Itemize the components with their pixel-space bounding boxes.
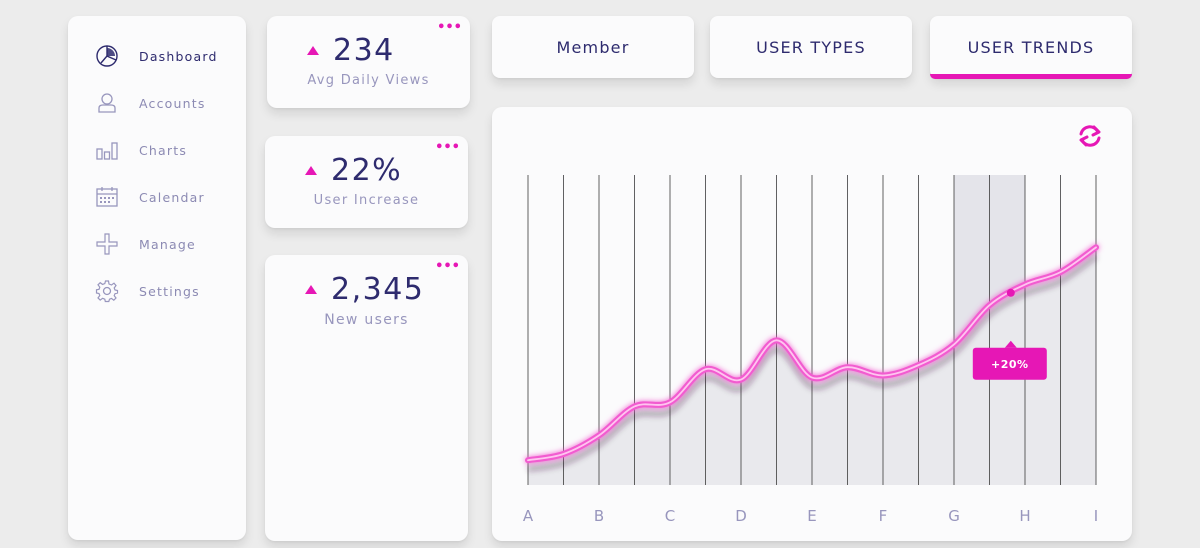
sidebar-item-manage[interactable]: Manage — [94, 230, 196, 258]
sidebar-item-charts[interactable]: Charts — [94, 136, 187, 164]
sidebar-item-calendar[interactable]: Calendar — [94, 183, 205, 211]
x-tick-label: B — [594, 507, 604, 525]
stat-value: 234 — [333, 33, 395, 68]
tab-user-types[interactable]: USER TYPES — [710, 16, 912, 78]
user-icon — [94, 90, 120, 116]
sidebar-item-accounts[interactable]: Accounts — [94, 89, 206, 117]
bar-chart-icon — [94, 137, 120, 163]
user-trends-chart-panel: +20% A B C D E F G H I — [492, 107, 1132, 541]
active-tab-indicator — [930, 74, 1132, 79]
sidebar: Dashboard Accounts Charts Calendar Manag… — [68, 16, 246, 540]
more-options-icon[interactable]: ••• — [437, 20, 462, 35]
pie-chart-icon — [94, 43, 120, 69]
annotation-point — [1006, 288, 1015, 297]
tab-member[interactable]: Member — [492, 16, 694, 78]
trend-up-icon — [305, 285, 317, 294]
stat-label: New users — [324, 312, 409, 328]
sidebar-item-dashboard[interactable]: Dashboard — [94, 42, 218, 70]
sidebar-item-label: Calendar — [139, 189, 205, 205]
tab-label: Member — [556, 37, 630, 57]
x-tick-label: H — [1019, 507, 1030, 525]
series-line-shadow — [527, 254, 1098, 472]
tab-label: USER TYPES — [756, 37, 866, 57]
x-tick-label: G — [948, 507, 960, 525]
stat-card-user-increase: ••• 22% User Increase — [265, 136, 468, 228]
sidebar-item-settings[interactable]: Settings — [94, 277, 200, 305]
trend-up-icon — [305, 166, 317, 175]
sidebar-item-label: Manage — [139, 236, 196, 252]
calendar-icon — [94, 184, 120, 210]
x-tick-label: D — [735, 507, 747, 525]
tab-user-trends[interactable]: USER TRENDS — [930, 16, 1132, 79]
annotation-tooltip-pointer — [1004, 340, 1017, 348]
x-tick-label: I — [1094, 507, 1098, 525]
annotation-tooltip — [972, 347, 1047, 380]
trend-up-icon — [307, 46, 319, 55]
sidebar-item-label: Accounts — [139, 95, 206, 111]
more-options-icon[interactable]: ••• — [435, 259, 460, 274]
user-trends-chart: +20% A B C D E F G H I — [523, 125, 1101, 525]
stat-value: 2,345 — [331, 272, 425, 307]
x-tick-label: E — [807, 507, 816, 525]
stat-card-avg-daily-views: ••• 234 Avg Daily Views — [267, 16, 470, 108]
tab-label: USER TRENDS — [967, 37, 1095, 57]
plus-icon — [94, 231, 120, 257]
x-tick-label: A — [523, 507, 534, 525]
series-line — [527, 246, 1097, 462]
stat-label: User Increase — [313, 193, 420, 208]
annotation-label: +20% — [991, 358, 1029, 371]
x-tick-label: C — [665, 507, 675, 525]
refresh-icon[interactable] — [1079, 125, 1101, 147]
stat-label: Avg Daily Views — [307, 73, 430, 88]
sidebar-item-label: Settings — [139, 283, 200, 299]
more-options-icon[interactable]: ••• — [435, 140, 460, 155]
gear-icon — [94, 278, 120, 304]
x-tick-label: F — [879, 507, 888, 525]
sidebar-item-label: Dashboard — [139, 48, 218, 64]
sidebar-item-label: Charts — [139, 142, 188, 158]
stat-card-new-users: ••• 2,345 New users — [265, 255, 468, 541]
stat-value: 22% — [331, 153, 403, 188]
